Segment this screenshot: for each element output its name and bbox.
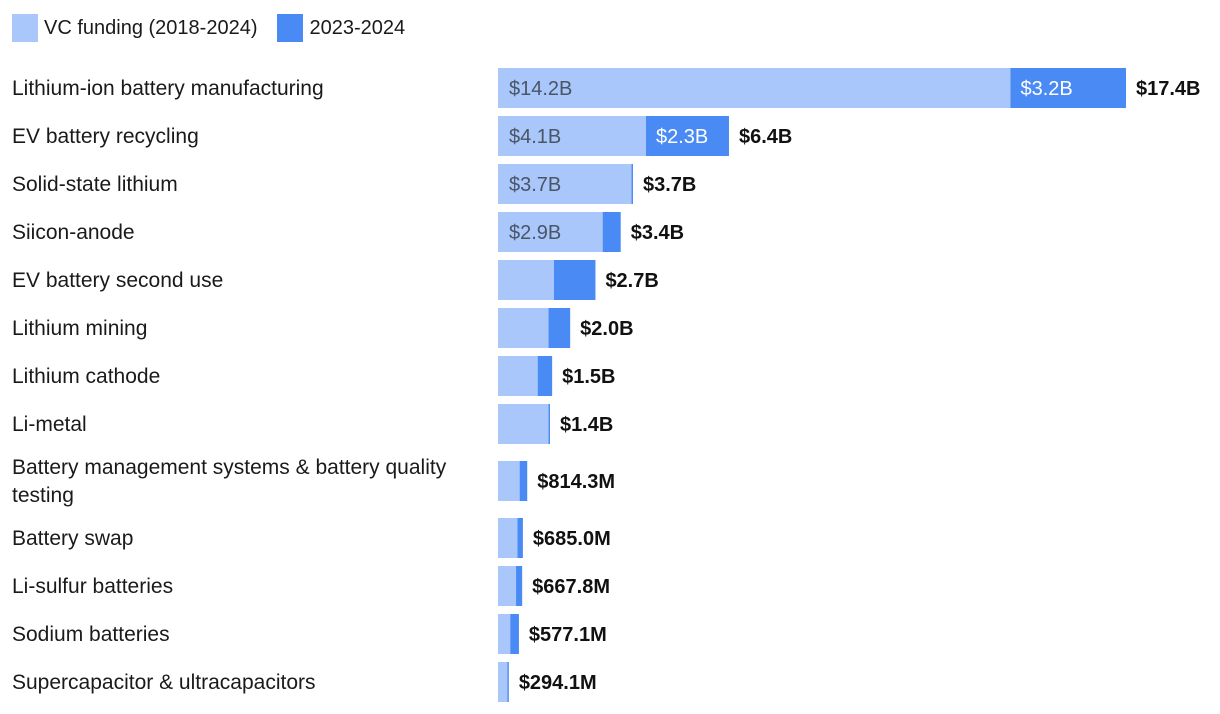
legend-label-vc-funding: VC funding (2018-2024) [44,16,258,39]
segment-label-2023-2024: $2.3B [656,126,708,148]
category-label: EV battery second use [12,269,223,292]
total-label: $294.1M [519,672,597,694]
bar-vc-funding [498,308,549,348]
segment-label-vc-funding: $14.2B [509,78,572,100]
bar-vc-funding [498,404,549,444]
legend-swatch-vc-funding [12,14,38,42]
bar-vc-funding [498,662,508,702]
category-label: Supercapacitor & ultracapacitors [12,671,316,694]
bar-2023-2024 [602,212,621,252]
bar-vc-funding [498,68,1011,108]
bar-2023-2024 [1010,68,1126,108]
segment-label-vc-funding: $4.1B [509,126,561,148]
category-label: EV battery recycling [12,125,199,148]
total-label: $6.4B [739,126,792,148]
bar-vc-funding [498,260,554,300]
total-label: $2.0B [580,318,633,340]
bar-2023-2024 [631,164,633,204]
category-label: testing [12,484,74,507]
category-label: Lithium-ion battery manufacturing [12,77,324,100]
legend-item-vc-funding[interactable]: VC funding (2018-2024) [12,14,257,42]
bar-2023-2024 [548,404,550,444]
bar-vc-funding [498,212,603,252]
bar-2023-2024 [645,116,729,156]
bar-2023-2024 [553,260,596,300]
bar-vc-funding [498,164,632,204]
bar-vc-funding [498,356,538,396]
bar-vc-funding [498,518,518,558]
category-label: Sodium batteries [12,623,170,646]
total-label: $814.3M [537,471,615,493]
total-label: $577.1M [529,624,607,646]
bar-2023-2024 [517,518,523,558]
total-label: $17.4B [1136,78,1201,100]
bar-2023-2024 [510,614,519,654]
category-label: Li-sulfur batteries [12,575,173,598]
legend-item-2023-2024[interactable]: 2023-2024 [277,14,405,42]
segment-label-2023-2024: $3.2B [1021,78,1073,100]
bar-2023-2024 [537,356,553,396]
category-label: Li-metal [12,413,87,436]
legend-swatch-2023-2024 [277,14,304,42]
total-label: $1.4B [560,414,613,436]
category-label: Battery management systems & battery qua… [12,456,447,479]
bar-2023-2024 [516,566,523,606]
legend-label-2023-2024: 2023-2024 [309,16,406,39]
category-label: Battery swap [12,527,133,550]
bar-2023-2024 [519,461,528,501]
bar-vc-funding [498,116,646,156]
total-label: $667.8M [532,576,610,598]
total-label: $2.7B [605,270,658,292]
total-label: $3.7B [643,174,696,196]
legend: VC funding (2018-2024) 2023-2024 [12,14,425,42]
bar-2023-2024 [548,308,571,348]
bar-vc-funding [498,566,517,606]
category-label: Siicon-anode [12,221,135,244]
category-label: Solid-state lithium [12,173,178,196]
segment-label-vc-funding: $2.9B [509,222,561,244]
bar-vc-funding [498,614,511,654]
total-label: $685.0M [533,528,611,550]
bar-2023-2024 [507,662,509,702]
bar-vc-funding [498,461,520,501]
category-label: Lithium mining [12,317,147,340]
category-label: Lithium cathode [12,365,160,388]
segment-label-vc-funding: $3.7B [509,174,561,196]
total-label: $3.4B [631,222,684,244]
total-label: $1.5B [562,366,615,388]
